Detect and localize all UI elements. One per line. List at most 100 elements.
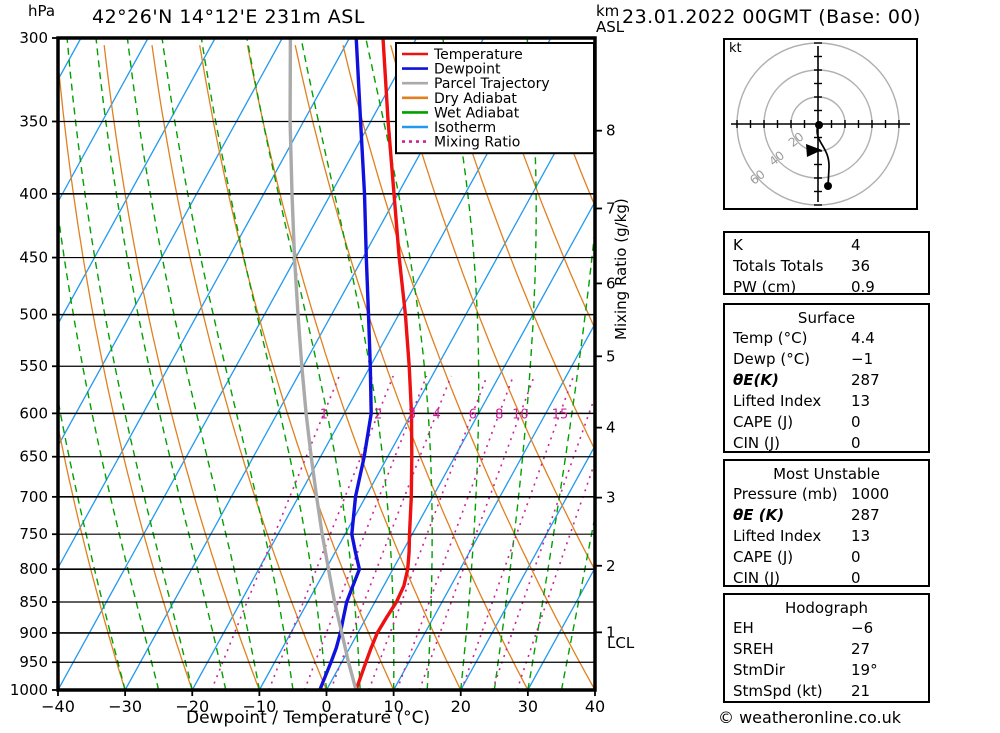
dry-adiabat-line bbox=[342, 45, 595, 690]
legend-label: Isotherm bbox=[434, 120, 496, 136]
pressure-tick-label: 650 bbox=[19, 448, 48, 466]
isotherm-line bbox=[393, 322, 595, 690]
surface-key: CAPE (J) bbox=[733, 413, 794, 431]
pressure-unit-label: hPa bbox=[28, 2, 56, 20]
table-row: Pressure (mb) 1000 bbox=[725, 485, 928, 506]
mixing-ratio-value-label: 3 bbox=[408, 407, 416, 422]
sounding-profiles bbox=[288, 38, 414, 690]
mixing-ratio-labels: 1 2 3 4 6 8 10 15 bbox=[320, 407, 569, 422]
height-tick-label: 6 bbox=[606, 274, 616, 292]
isotherm-line bbox=[527, 566, 595, 690]
temperature-tick-label: −30 bbox=[108, 697, 142, 716]
pressure-tick-label: 700 bbox=[19, 488, 48, 506]
temperature-axis: −40 −30 −20 −10 0 10 20 30 40 bbox=[41, 690, 605, 716]
mu-key: CIN (J) bbox=[733, 569, 781, 587]
table-row: Lifted Index 13 bbox=[725, 527, 928, 548]
hodo-value: 27 bbox=[851, 640, 871, 658]
legend-label: Dry Adiabat bbox=[434, 91, 517, 107]
mu-value: 0 bbox=[851, 548, 861, 566]
dry-adiabat-line bbox=[485, 45, 595, 331]
hodo-key: StmSpd (kt) bbox=[733, 682, 823, 700]
skewt-diagram: 300 350 400 450 500 550 600 650 700 750 800 850 900 9… bbox=[0, 29, 661, 716]
pressure-tick-label: 800 bbox=[19, 560, 48, 578]
copyright-notice: © weatheronline.co.uk bbox=[718, 708, 901, 727]
legend-label: Wet Adiabat bbox=[434, 105, 520, 121]
wet-adiabat-line bbox=[629, 38, 660, 690]
mixing-ratio-line bbox=[516, 459, 595, 690]
table-row: Totals Totals 36 bbox=[725, 257, 928, 278]
dry-adiabat-lines bbox=[58, 44, 661, 690]
pressure-tick-label: 950 bbox=[19, 653, 48, 671]
dry-adiabat-line bbox=[103, 45, 261, 690]
table-row: StmSpd (kt) 21 bbox=[725, 682, 928, 703]
hodograph-stats-title: Hodograph bbox=[784, 599, 869, 617]
surface-panel-title: Surface bbox=[797, 309, 856, 327]
mixing-ratio-value-label: 1 bbox=[320, 407, 328, 422]
table-row: SREH 27 bbox=[725, 640, 928, 661]
hodograph-path bbox=[816, 124, 830, 187]
dry-adiabat-line bbox=[630, 45, 661, 690]
height-tick-label: 5 bbox=[606, 347, 616, 365]
mixing-ratio-line bbox=[460, 375, 575, 690]
index-key: Totals Totals bbox=[733, 257, 824, 275]
surface-panel: Surface Temp (°C) 4.4 Dewp (°C) −1 θE(K)… bbox=[723, 303, 930, 453]
wet-adiabat-line bbox=[95, 38, 227, 690]
table-row: PW (cm) 0.9 bbox=[725, 278, 928, 299]
temperature-tick-label: 0 bbox=[321, 697, 331, 716]
dry-adiabat-line bbox=[151, 45, 328, 690]
pressure-tick-label: 500 bbox=[19, 306, 48, 324]
isobar-lines bbox=[58, 37, 595, 691]
table-row: θE (K) 287 bbox=[725, 506, 928, 527]
surface-key: θE(K) bbox=[733, 371, 779, 389]
table-row: Lifted Index 13 bbox=[725, 392, 928, 413]
pressure-tick-label: 350 bbox=[19, 112, 48, 130]
hodograph-trace bbox=[806, 121, 832, 190]
surface-value: 287 bbox=[851, 371, 880, 389]
pressure-tick-label: 850 bbox=[19, 593, 48, 611]
isotherm-line bbox=[0, 38, 14, 690]
surface-value: 0 bbox=[851, 434, 861, 452]
temperature-tick-label: −10 bbox=[242, 697, 276, 716]
wet-adiabat-line bbox=[126, 38, 261, 690]
mixing-ratio-line bbox=[418, 375, 536, 690]
isotherm-line bbox=[460, 444, 595, 690]
surface-key: Dewp (°C) bbox=[733, 350, 811, 368]
temperature-tick-label: 10 bbox=[383, 697, 403, 716]
pressure-tick-label: 450 bbox=[19, 249, 48, 267]
page-title: 42°26'N 14°12'E 231m ASL bbox=[92, 6, 365, 28]
surface-value: 13 bbox=[851, 392, 871, 410]
profile-line-temperature bbox=[354, 38, 414, 690]
indices-panel: K 4 Totals Totals 36 PW (cm) 0.9 bbox=[723, 231, 930, 296]
height-axis: 1 2 3 4 5 6 7 8 bbox=[595, 122, 616, 641]
wet-adiabat-line bbox=[594, 686, 595, 690]
table-row: StmDir 19° bbox=[725, 661, 928, 682]
height-tick-label: 8 bbox=[606, 122, 616, 140]
index-key: K bbox=[733, 236, 743, 254]
mixing-ratio-value-label: 15 bbox=[552, 407, 569, 422]
skewt-canvas: 3003504004505005506006507007508008509009… bbox=[0, 29, 661, 716]
height-tick-label: 7 bbox=[606, 199, 616, 217]
mixing-ratio-line bbox=[368, 375, 488, 690]
height-tick-label: 1 bbox=[606, 623, 616, 641]
mu-key: Pressure (mb) bbox=[733, 485, 838, 503]
profile-line-dewpoint bbox=[318, 38, 373, 690]
mixing-ratio-value-label: 8 bbox=[495, 407, 503, 422]
mixing-ratio-line bbox=[491, 394, 595, 690]
surface-key: Lifted Index bbox=[733, 392, 822, 410]
wet-adiabat-line bbox=[161, 38, 294, 690]
isotherm-line bbox=[58, 38, 216, 326]
index-value: 36 bbox=[851, 257, 871, 275]
hodo-value: −6 bbox=[851, 619, 874, 637]
hodo-key: SREH bbox=[733, 640, 774, 658]
dry-adiabat-line bbox=[246, 45, 462, 690]
dry-adiabat-line bbox=[58, 423, 126, 690]
dry-adiabat-line bbox=[199, 45, 395, 690]
legend-box bbox=[395, 42, 595, 155]
table-row: θE(K) 287 bbox=[725, 371, 928, 392]
index-key: PW (cm) bbox=[733, 278, 797, 296]
temperature-tick-label: 30 bbox=[518, 697, 538, 716]
hodo-value: 19° bbox=[851, 661, 878, 679]
pressure-tick-label: 400 bbox=[19, 185, 48, 203]
pressure-tick-label: 300 bbox=[19, 29, 48, 47]
